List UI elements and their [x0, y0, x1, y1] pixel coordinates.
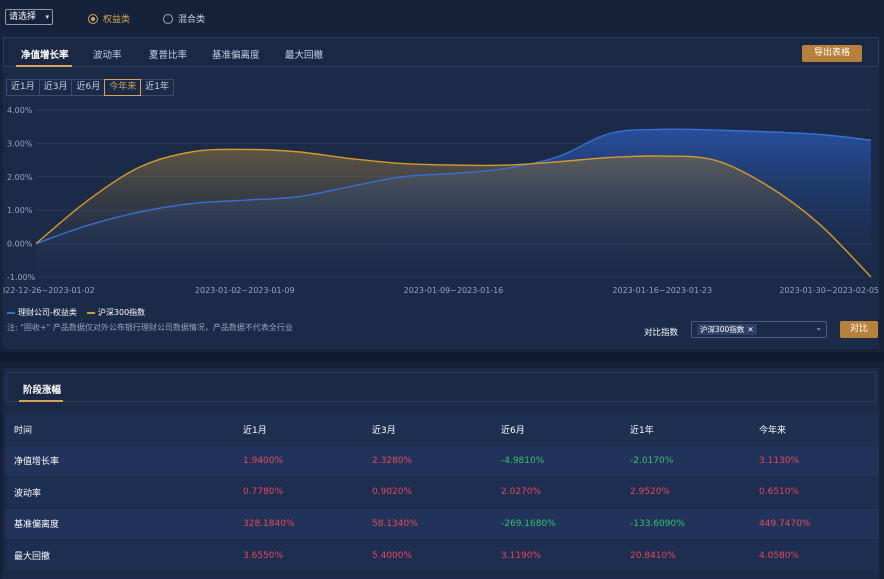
x-tick-label: 2022-12-26~2023-01-02 [3, 286, 95, 295]
table-row: 最大回撤 3.6550% 5.4000% 3.1190% 20.8410% 4.… [6, 539, 879, 571]
period-3m[interactable]: 近3月 [38, 79, 73, 96]
table-row: 净值增长率 1.9400% 2.3280% -4.9810% -2.0170% … [6, 444, 879, 477]
column-header: 近1年 [622, 414, 751, 445]
table-cell: 3.6550% [235, 539, 364, 571]
export-table-button[interactable]: 导出表格 [802, 45, 862, 62]
active-tab-underline [16, 65, 72, 67]
radio-dot-icon [88, 13, 98, 24]
row-label: 净值增长率 [6, 444, 235, 477]
x-tick-label: 2023-01-30~2023-02-05 [779, 286, 879, 295]
category-select-label: 请选择 [9, 12, 37, 22]
table-cell: -2.0170% [622, 444, 751, 477]
top-filter-bar: 请选择 ▾ 权益类 混合类 [0, 0, 884, 34]
table-cell: 0.6510% [751, 476, 879, 508]
series-line [35, 128, 872, 245]
row-label: 波动率 [6, 476, 235, 508]
chip-label: 沪深300指数 [700, 325, 745, 334]
chevron-down-icon: ⌄ [815, 323, 822, 332]
table-cell: 1.9400% [235, 444, 364, 477]
tab-max-drawdown[interactable]: 最大回撤 [285, 50, 324, 61]
table-cell: 5.4000% [364, 539, 493, 571]
tab-sharpe-ratio[interactable]: 夏普比率 [149, 50, 188, 61]
close-icon[interactable]: ✕ [747, 325, 754, 334]
compare-index-label: 对比指数 [644, 328, 679, 338]
table-cell: 449.7470% [751, 507, 879, 540]
y-tick-label: 3.00% [7, 139, 33, 148]
legend-item-csi300[interactable]: 沪深300指数 [86, 307, 146, 318]
table-cell: 20.8410% [622, 539, 751, 571]
legend-swatch [7, 311, 15, 314]
tab-volatility[interactable]: 波动率 [93, 50, 122, 61]
category-select[interactable]: 请选择 ▾ [5, 9, 53, 25]
y-tick-label: 4.00% [7, 106, 33, 115]
table-cell: 2.3280% [364, 444, 493, 477]
radio-mixed[interactable]: 混合类 [163, 12, 205, 25]
period-1m[interactable]: 近1月 [6, 79, 40, 96]
series-area [36, 149, 871, 277]
compare-index-select[interactable]: 沪深300指数 ✕ ⌄ [691, 321, 827, 338]
y-tick-label: 0.00% [7, 240, 33, 249]
legend-label: 沪深300指数 [97, 308, 146, 317]
table-cell: 4.0580% [751, 539, 879, 571]
period-selector: 近1月 近3月 近6月 今年来 近1年 [6, 79, 174, 96]
table-cell: 2.0270% [493, 476, 622, 508]
legend-label: 理财公司-权益类 [18, 308, 77, 317]
stage-title-underline [19, 400, 63, 402]
metric-tabs: 净值增长率 波动率 夏普比率 基准偏离度 最大回撤 导出表格 [3, 37, 879, 67]
legend-item-wealth[interactable]: 理财公司-权益类 [7, 307, 77, 318]
x-tick-label: 2023-01-09~2023-01-16 [404, 286, 504, 295]
table-cell: 2.9520% [622, 476, 751, 508]
table-cell: 58.1340% [364, 507, 493, 540]
stage-header: 阶段涨幅 [6, 372, 876, 402]
table-cell: 3.1130% [751, 444, 879, 477]
table-cell: 0.7780% [235, 476, 364, 508]
column-header: 今年来 [751, 414, 879, 445]
table-header-row: 时间 近1月 近3月 近6月 近1年 今年来 [6, 414, 879, 445]
stage-returns-panel: 阶段涨幅 时间 近1月 近3月 近6月 近1年 今年来 净值增长率 1.9400… [3, 368, 879, 579]
y-tick-label: 2.00% [7, 173, 33, 182]
stage-title: 阶段涨幅 [23, 385, 62, 396]
tab-benchmark-deviation[interactable]: 基准偏离度 [212, 50, 260, 61]
x-tick-label: 2023-01-16~2023-01-23 [612, 286, 712, 295]
tab-net-value-growth[interactable]: 净值增长率 [21, 50, 69, 61]
radio-mixed-label: 混合类 [178, 15, 206, 25]
table-cell: -133.6090% [622, 507, 751, 540]
period-1y[interactable]: 近1年 [140, 79, 174, 96]
column-header: 时间 [6, 414, 235, 445]
table-cell: 0.9020% [364, 476, 493, 508]
table-cell: -4.9810% [493, 444, 622, 477]
column-header: 近3月 [364, 414, 493, 445]
y-tick-label: -1.00% [7, 273, 36, 282]
radio-equity[interactable]: 权益类 [88, 12, 130, 25]
data-note: 注: "固收+" 产品数据仅对外公布银行理财公司数据情况，产品数据不代表全行业 [7, 323, 293, 332]
radio-equity-label: 权益类 [103, 15, 131, 25]
compare-button[interactable]: 对比 [840, 321, 878, 338]
radio-dot-icon [163, 13, 173, 24]
row-label: 基准偏离度 [6, 507, 235, 540]
table-cell: 3.1190% [493, 539, 622, 571]
table-cell: -269.1680% [493, 507, 622, 540]
section-divider [0, 352, 884, 362]
chart-panel: 净值增长率 波动率 夏普比率 基准偏离度 最大回撤 导出表格 近1月 近3月 近… [3, 37, 879, 349]
table-row: 基准偏离度 328.1840% 58.1340% -269.1680% -133… [6, 507, 879, 540]
legend-swatch [86, 311, 95, 314]
period-ytd[interactable]: 今年来 [104, 79, 142, 96]
table-row: 波动率 0.7780% 0.9020% 2.0270% 2.9520% 0.65… [6, 476, 879, 508]
y-tick-label: 1.00% [7, 206, 33, 215]
x-tick-label: 2023-01-02~2023-01-09 [195, 286, 295, 295]
selected-index-chip: 沪深300指数 ✕ [697, 324, 757, 335]
table-cell: 328.1840% [235, 507, 364, 540]
row-label: 最大回撤 [6, 539, 235, 571]
column-header: 近1月 [235, 414, 364, 445]
column-header: 近6月 [493, 414, 622, 445]
chevron-down-icon: ▾ [45, 13, 49, 21]
chart-legend: 理财公司-权益类 沪深300指数 [7, 307, 145, 318]
line-chart: 4.00% 3.00% 2.00% 1.00% 0.00% -1.00% 2022-12-… [3, 106, 879, 295]
period-6m[interactable]: 近6月 [71, 79, 106, 96]
stage-returns-table: 时间 近1月 近3月 近6月 近1年 今年来 净值增长率 1.9400% 2.3… [6, 414, 879, 571]
series-line [35, 148, 872, 278]
